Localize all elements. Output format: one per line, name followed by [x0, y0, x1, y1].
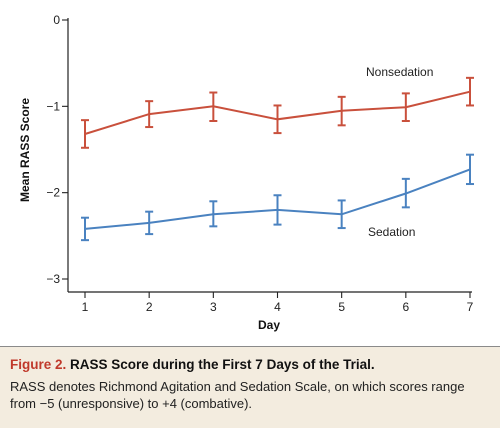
error-bar-sedation	[401, 177, 410, 209]
x-tick-label: 5	[338, 300, 345, 314]
error-bar-sedation	[273, 194, 282, 226]
error-bar-nonsedation	[466, 76, 474, 107]
x-axis-title: Day	[258, 318, 280, 332]
chart: 0 −1 −2 −3 1 2 3 4 5 6 7 Mean RASS Score Day Nonse…	[18, 13, 474, 332]
y-tick-label: −2	[46, 186, 60, 200]
error-bar-nonsedation	[145, 100, 154, 129]
x-tick-label: 6	[402, 300, 409, 314]
caption-body: RASS denotes Richmond Agitation and Seda…	[10, 379, 465, 411]
y-tick-label: 0	[53, 13, 60, 27]
error-bar-nonsedation	[401, 92, 410, 123]
x-tick-label: 4	[274, 300, 281, 314]
figure-number: Figure 2.	[10, 357, 67, 372]
error-bar-sedation	[145, 210, 154, 236]
error-bar-sedation	[81, 216, 89, 242]
x-tick-label: 7	[467, 300, 474, 314]
caption-title: RASS Score during the First 7 Days of th…	[70, 357, 375, 372]
figure-caption: Figure 2. RASS Score during the First 7 …	[0, 346, 500, 428]
x-tick-label: 2	[146, 300, 153, 314]
error-bar-sedation	[209, 200, 218, 228]
error-bar-nonsedation	[209, 91, 218, 123]
y-axis-title: Mean RASS Score	[18, 98, 32, 202]
x-tick-label: 3	[210, 300, 217, 314]
x-tick-label: 1	[82, 300, 89, 314]
error-bar-nonsedation	[337, 95, 346, 127]
y-tick-label: −1	[46, 99, 60, 113]
error-bar-sedation	[337, 199, 346, 230]
error-bar-nonsedation	[81, 119, 89, 149]
error-bar-sedation	[466, 153, 474, 186]
series-label-nonsedation: Nonsedation	[366, 65, 433, 79]
y-tick-label: −3	[46, 272, 60, 286]
caption-title-row: Figure 2. RASS Score during the First 7 …	[10, 356, 500, 374]
series-label-sedation: Sedation	[368, 225, 415, 239]
error-bar-nonsedation	[273, 104, 282, 135]
chart-panel: 0 −1 −2 −3 1 2 3 4 5 6 7 Mean RASS Score Day Nonse…	[18, 13, 474, 332]
